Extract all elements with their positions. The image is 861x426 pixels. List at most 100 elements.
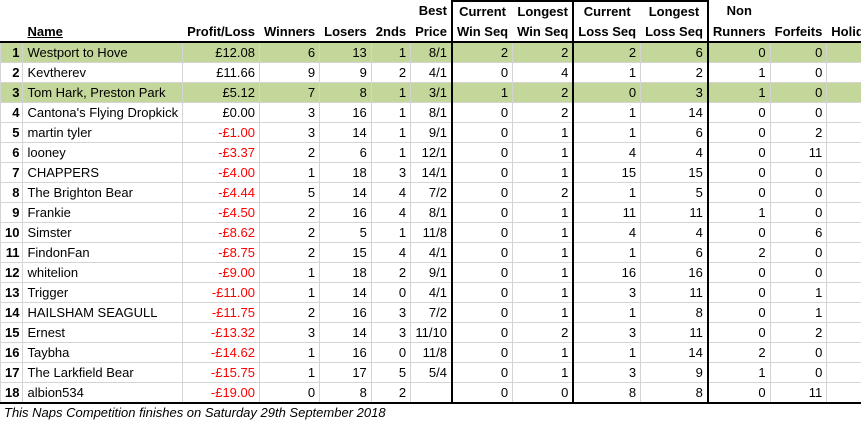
current-win-seq-cell: 0 [450, 122, 514, 143]
longest-loss-seq-cell: 5 [640, 182, 709, 203]
player-name-cell: Trigger [22, 282, 184, 303]
non-runners-cell: 1 [707, 202, 771, 223]
losers-cell: 14 [319, 282, 372, 303]
longest-win-seq-cell: 2 [512, 82, 575, 103]
player-name-cell: Simster [22, 222, 184, 243]
non-runners-cell: 0 [707, 302, 771, 323]
best-price-cell: 14/1 [410, 162, 453, 183]
current-loss-seq-cell: 1 [572, 342, 642, 363]
seconds-cell: 1 [370, 82, 412, 103]
profit-loss-cell: -£4.50 [182, 202, 260, 223]
best-price-cell: 4/1 [410, 242, 453, 263]
header-blank [826, 0, 861, 22]
rank-cell: 12 [0, 262, 24, 283]
header-holiday: Holiday [826, 21, 861, 43]
longest-win-seq-cell: 2 [512, 41, 575, 63]
holiday-cell: 0 [826, 262, 861, 283]
header-longest-win-seq: Win Seq [512, 21, 575, 43]
non-runners-cell: 0 [707, 41, 771, 63]
non-runners-cell: 1 [707, 362, 771, 383]
profit-loss-cell: £5.12 [182, 82, 260, 103]
current-loss-seq-cell: 3 [572, 322, 642, 343]
header-blank [319, 0, 372, 22]
player-name-cell: albion534 [22, 382, 184, 404]
seconds-cell: 1 [370, 102, 412, 123]
best-price-cell: 7/2 [410, 302, 453, 323]
holiday-cell: 0 [826, 382, 861, 404]
losers-cell: 5 [319, 222, 372, 243]
player-name-cell: Westport to Hove [22, 41, 184, 63]
header-blank [370, 0, 412, 22]
profit-loss-cell: -£15.75 [182, 362, 260, 383]
non-runners-cell: 0 [707, 322, 771, 343]
holiday-cell: 0 [826, 302, 861, 323]
header-blank [0, 21, 24, 43]
longest-loss-seq-cell: 3 [640, 82, 709, 103]
seconds-cell: 2 [370, 382, 412, 404]
header-current-win-seq: Win Seq [450, 21, 514, 43]
profit-loss-cell: -£11.75 [182, 302, 260, 323]
winners-cell: 3 [258, 102, 321, 123]
losers-cell: 16 [319, 342, 372, 363]
current-loss-seq-cell: 11 [572, 202, 642, 223]
header-blank [0, 0, 24, 22]
forfeits-cell: 6 [769, 222, 828, 243]
current-loss-seq-cell: 1 [572, 302, 642, 323]
rank-cell: 4 [0, 102, 24, 123]
non-runners-cell: 0 [707, 162, 771, 183]
current-loss-seq-cell: 1 [572, 182, 642, 203]
table-row: 17 The Larkfield Bear -£15.75 1 17 5 5/4 0 1 3 9 1 0… [0, 362, 861, 383]
longest-win-seq-cell: 4 [512, 62, 575, 83]
winners-cell: 2 [258, 242, 321, 263]
player-name-cell: martin tyler [22, 122, 184, 143]
winners-cell: 3 [258, 122, 321, 143]
current-loss-seq-cell: 8 [572, 382, 642, 404]
current-win-seq-cell: 0 [450, 162, 514, 183]
rank-cell: 10 [0, 222, 24, 243]
forfeits-cell: 1 [769, 282, 828, 303]
current-win-seq-cell: 0 [450, 302, 514, 323]
longest-win-seq-cell: 1 [512, 222, 575, 243]
seconds-cell: 1 [370, 142, 412, 163]
longest-loss-seq-cell: 2 [640, 62, 709, 83]
best-price-cell: 12/1 [410, 142, 453, 163]
forfeits-cell: 1 [769, 302, 828, 323]
header-best-price: Price [410, 21, 453, 43]
non-runners-cell: 0 [707, 262, 771, 283]
profit-loss-cell: -£14.62 [182, 342, 260, 363]
forfeits-cell: 2 [769, 322, 828, 343]
seconds-cell: 0 [370, 282, 412, 303]
winners-cell: 2 [258, 222, 321, 243]
rank-cell: 3 [0, 82, 24, 103]
profit-loss-cell: -£8.75 [182, 242, 260, 263]
profit-loss-cell: -£3.37 [182, 142, 260, 163]
longest-win-seq-cell: 1 [512, 342, 575, 363]
non-runners-cell: 0 [707, 102, 771, 123]
header-best-price-top: Best [410, 0, 453, 22]
best-price-cell: 8/1 [410, 41, 453, 63]
profit-loss-cell: £11.66 [182, 62, 260, 83]
header-longest-win-top: Longest [512, 0, 575, 22]
current-loss-seq-cell: 1 [572, 122, 642, 143]
header-row-2: Name Profit/Loss Winners Losers 2nds Pri… [0, 21, 861, 43]
header-forfeits: Forfeits [769, 21, 828, 43]
losers-cell: 6 [319, 142, 372, 163]
non-runners-cell: 0 [707, 182, 771, 203]
holiday-cell: 0 [826, 242, 861, 263]
current-loss-seq-cell: 3 [572, 282, 642, 303]
longest-loss-seq-cell: 14 [640, 102, 709, 123]
holiday-cell: 0 [826, 202, 861, 223]
losers-cell: 16 [319, 202, 372, 223]
forfeits-cell: 0 [769, 262, 828, 283]
best-price-cell: 9/1 [410, 262, 453, 283]
header-non-runners: Runners [707, 21, 771, 43]
longest-loss-seq-cell: 11 [640, 202, 709, 223]
table-row: 4 Cantona's Flying Dropkick £0.00 3 16 1 8/1 0 2… [0, 102, 861, 123]
losers-cell: 14 [319, 322, 372, 343]
winners-cell: 5 [258, 182, 321, 203]
best-price-cell: 3/1 [410, 82, 453, 103]
non-runners-cell: 0 [707, 142, 771, 163]
